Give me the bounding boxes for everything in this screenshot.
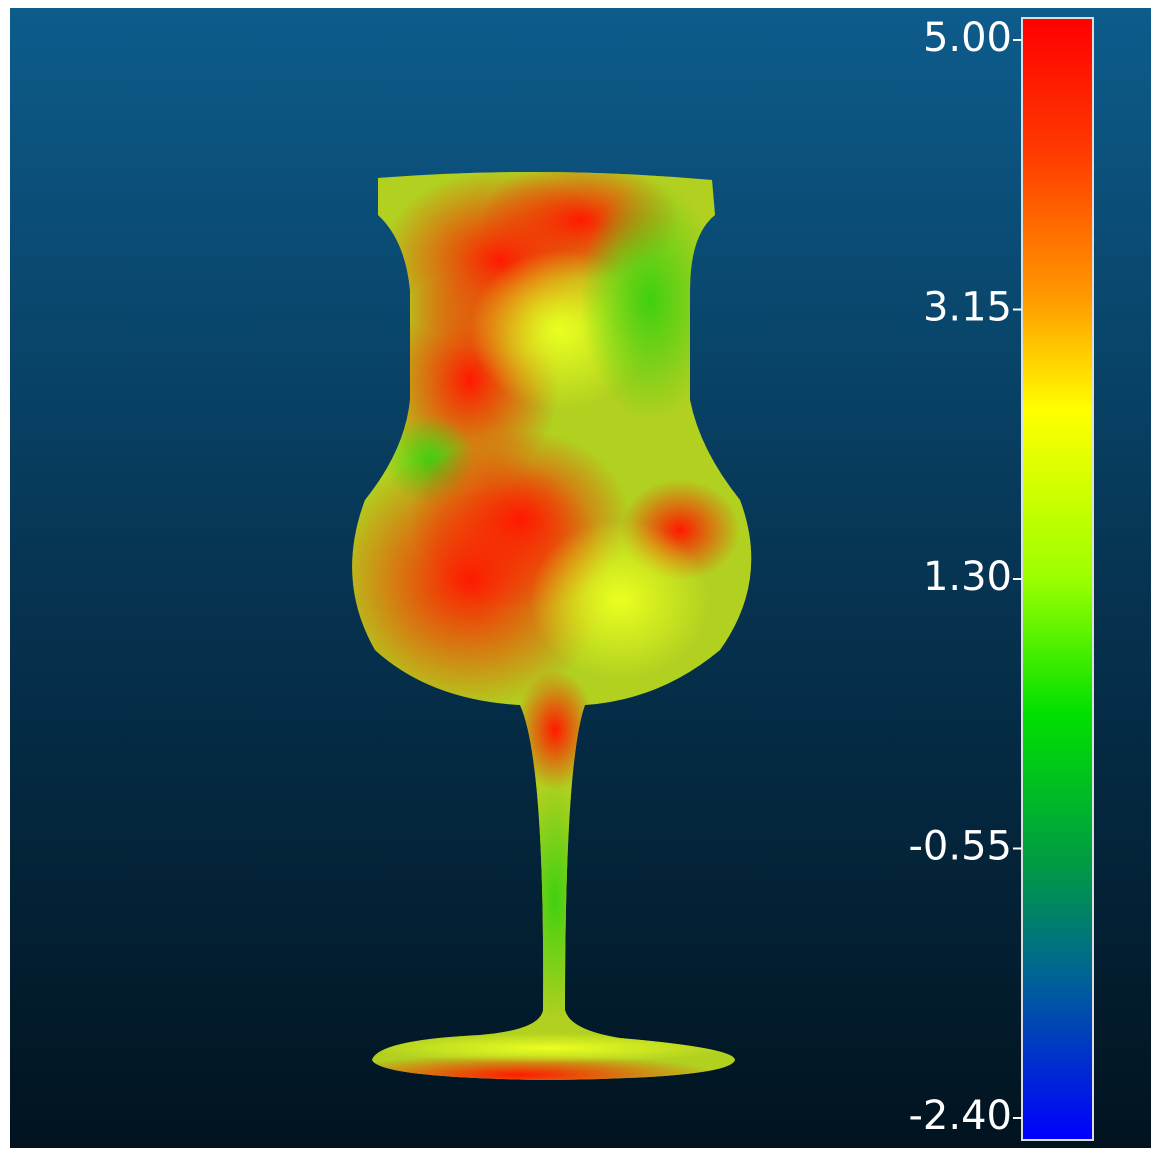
color-scale-bar [1021,17,1094,1141]
color-scale-ticks: 5.00 3.15 1.30 -0.55 -2.40 [909,15,1022,1139]
tick-label: 5.00 [923,15,1012,61]
tick-label: 1.30 [923,554,1012,600]
tick-label: -0.55 [909,824,1013,870]
tick-label: -2.40 [909,1093,1013,1139]
tick-label: 3.15 [923,285,1012,331]
